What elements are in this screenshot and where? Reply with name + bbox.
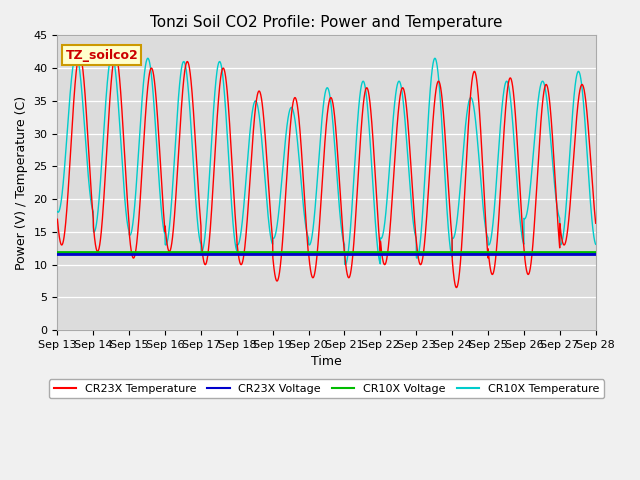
Text: TZ_soilco2: TZ_soilco2 [65,48,138,61]
X-axis label: Time: Time [311,355,342,369]
Y-axis label: Power (V) / Temperature (C): Power (V) / Temperature (C) [15,96,28,270]
Legend: CR23X Temperature, CR23X Voltage, CR10X Voltage, CR10X Temperature: CR23X Temperature, CR23X Voltage, CR10X … [49,379,604,398]
Title: Tonzi Soil CO2 Profile: Power and Temperature: Tonzi Soil CO2 Profile: Power and Temper… [150,15,503,30]
